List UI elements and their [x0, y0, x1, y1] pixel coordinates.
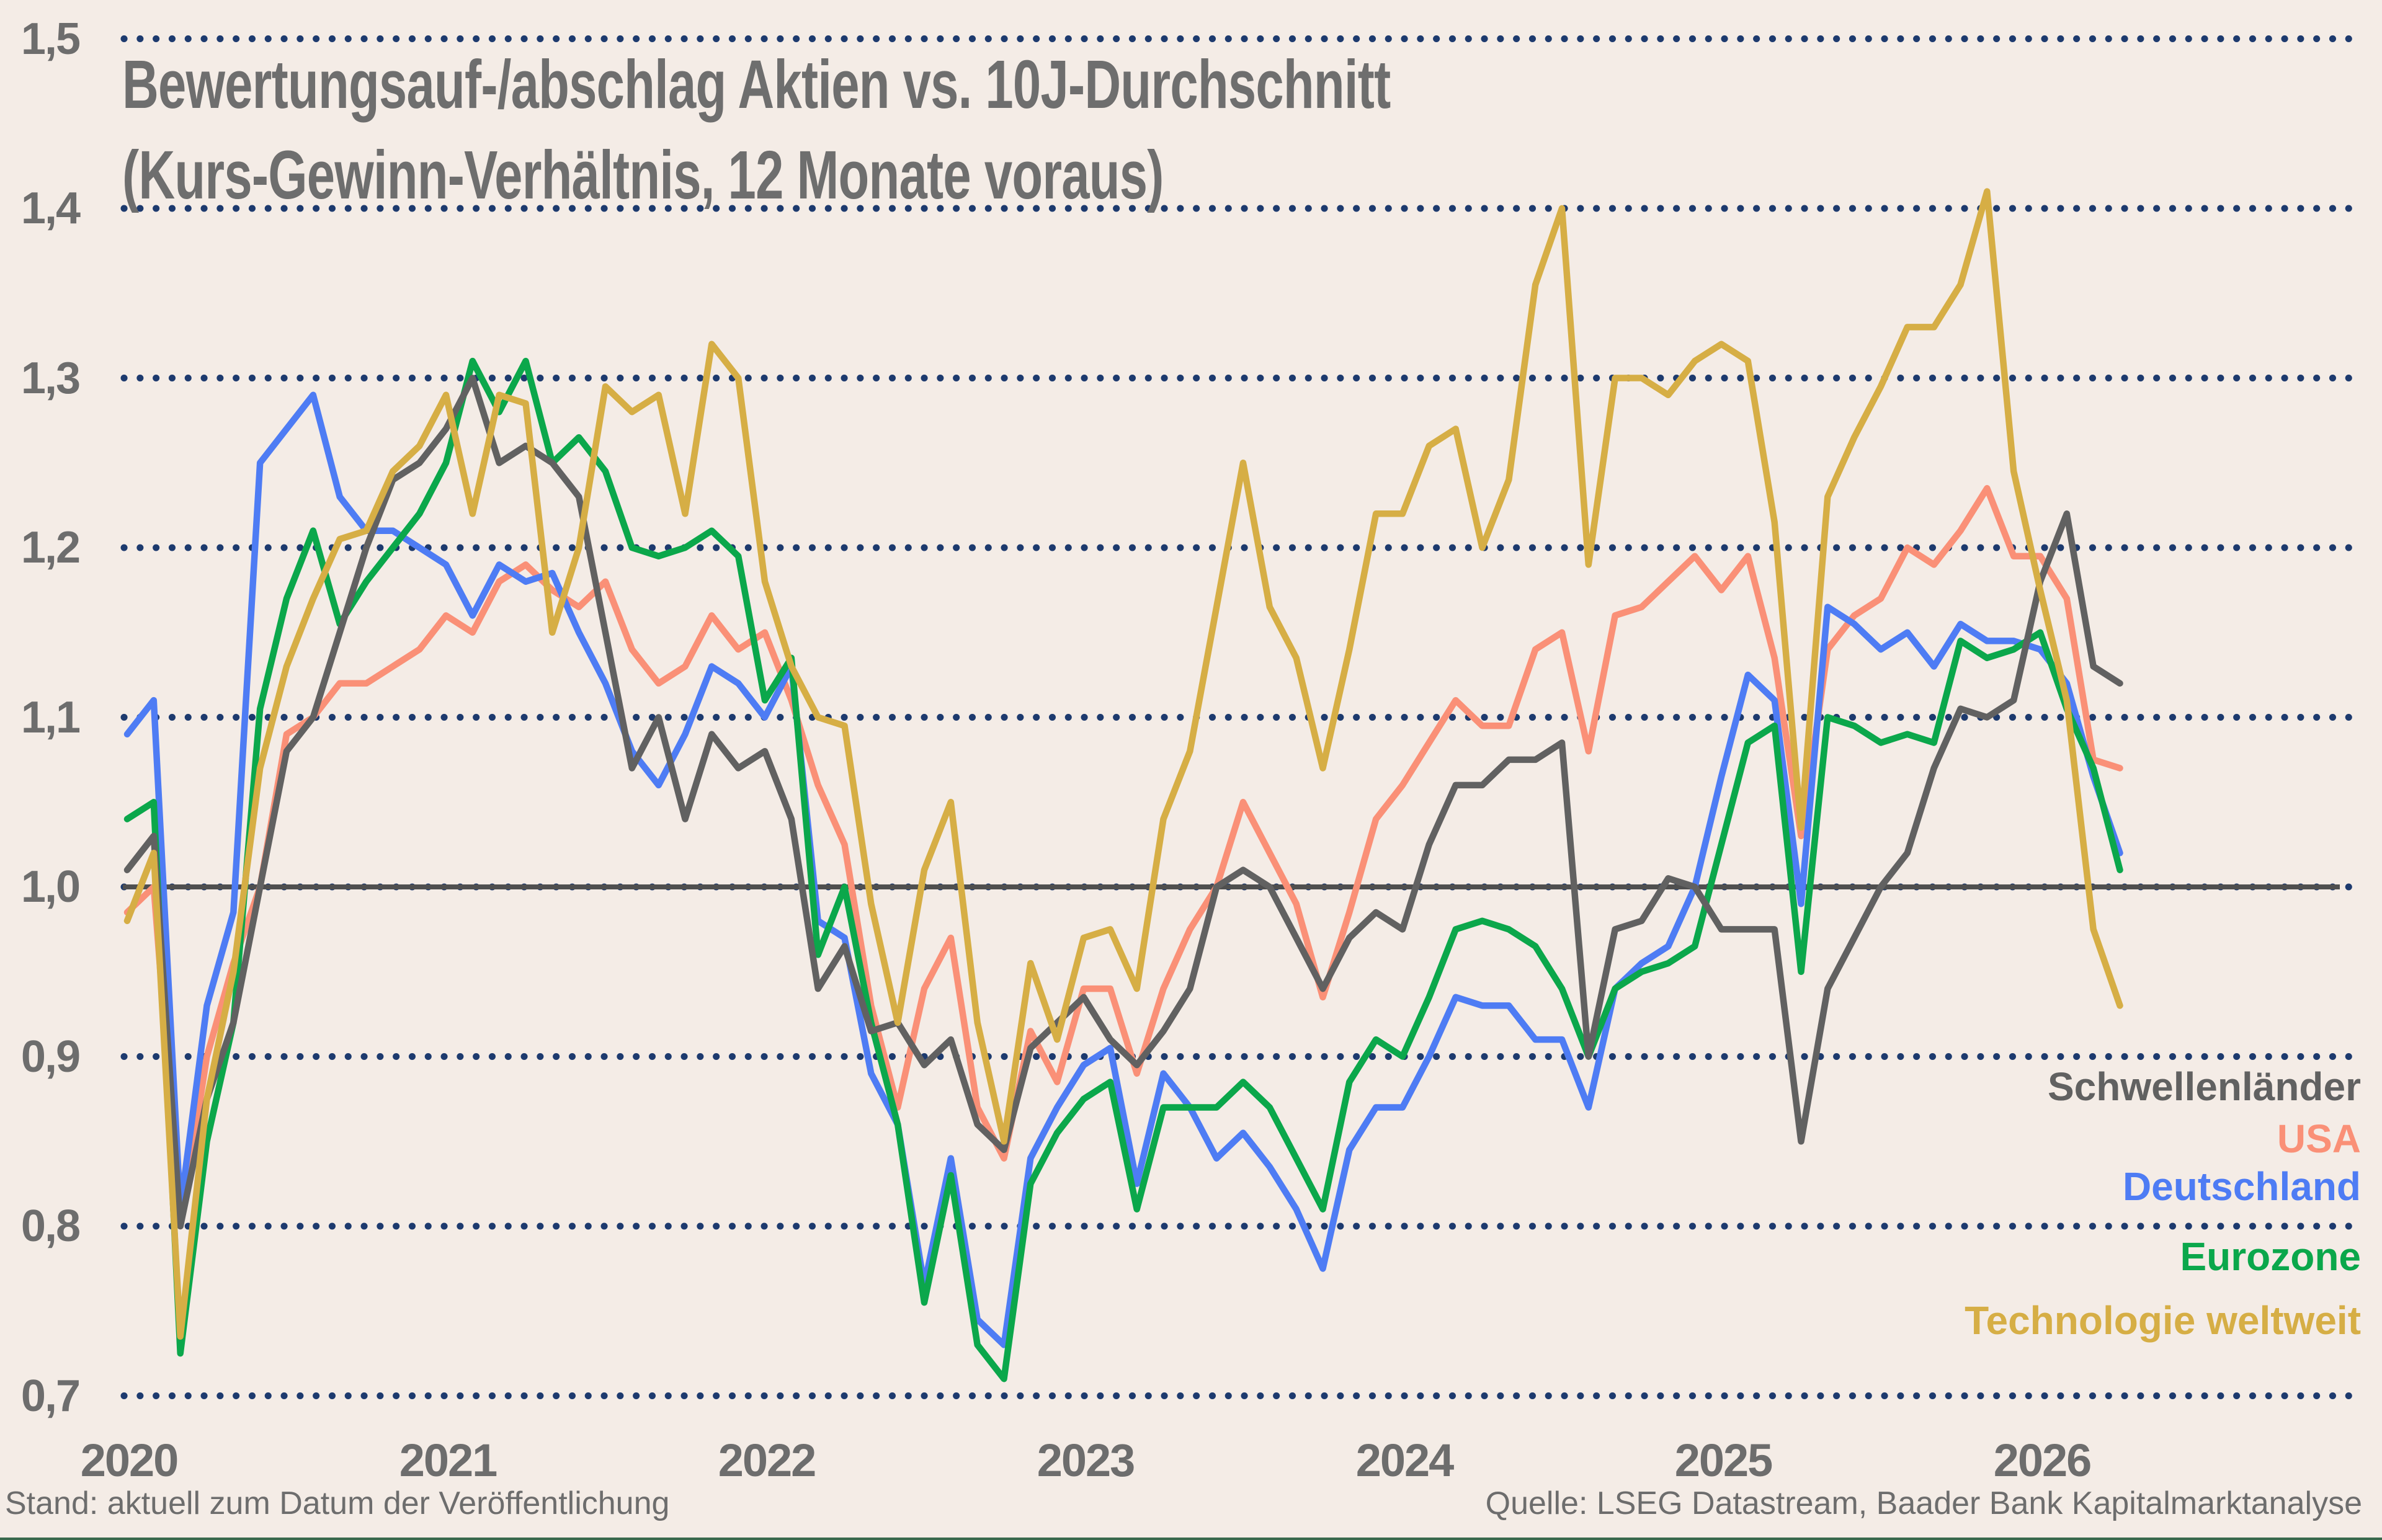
y-tick-1,4: 1,4 — [20, 184, 81, 233]
y-tick-1,0: 1,0 — [20, 862, 81, 912]
chart-title-line2: (Kurs-Gewinn-Verhältnis, 12 Monate vorau… — [122, 137, 1164, 213]
x-tick-2022: 2022 — [718, 1435, 817, 1486]
legend-item-schwellenlaender: Schwellenländer — [2047, 1064, 2361, 1109]
y-tick-0,9: 0,9 — [20, 1031, 81, 1082]
y-tick-1,2: 1,2 — [20, 523, 81, 572]
x-tick-2026: 2026 — [1993, 1435, 2092, 1486]
series-line-eurozone — [123, 357, 2123, 1382]
x-tick-2023: 2023 — [1037, 1435, 1136, 1486]
x-tick-2021: 2021 — [399, 1435, 498, 1486]
y-tick-0,7: 0,7 — [20, 1371, 81, 1421]
y-tick-1,3: 1,3 — [20, 353, 81, 403]
bottom-edge-strip — [0, 1538, 2382, 1540]
x-tick-2024: 2024 — [1355, 1435, 1455, 1486]
y-tick-1,5: 1,5 — [20, 14, 81, 64]
series-line-deutschland — [123, 391, 2123, 1348]
legend-item-deutschland: Deutschland — [2122, 1164, 2361, 1209]
y-tick-1,1: 1,1 — [20, 692, 81, 742]
footnote-status: Stand: aktuell zum Datum der Veröffentli… — [5, 1485, 670, 1521]
chart-title-line1: Bewertungsauf-/abschlag Aktien vs. 10J-D… — [122, 47, 1391, 123]
series-line-schwellenlaender — [123, 375, 2123, 1230]
footnote-source: Quelle: LSEG Datastream, Baader Bank Kap… — [1485, 1485, 2362, 1521]
x-tick-2020: 2020 — [80, 1435, 179, 1486]
legend-item-technologie: Technologie weltweit — [1965, 1298, 2361, 1343]
legend-item-eurozone: Eurozone — [2180, 1234, 2361, 1279]
x-tick-2025: 2025 — [1674, 1435, 1773, 1486]
y-tick-0,8: 0,8 — [20, 1201, 81, 1251]
legend-item-usa: USA — [2277, 1116, 2361, 1161]
series-line-usa — [123, 485, 2123, 1230]
series-line-technologie — [123, 188, 2123, 1340]
